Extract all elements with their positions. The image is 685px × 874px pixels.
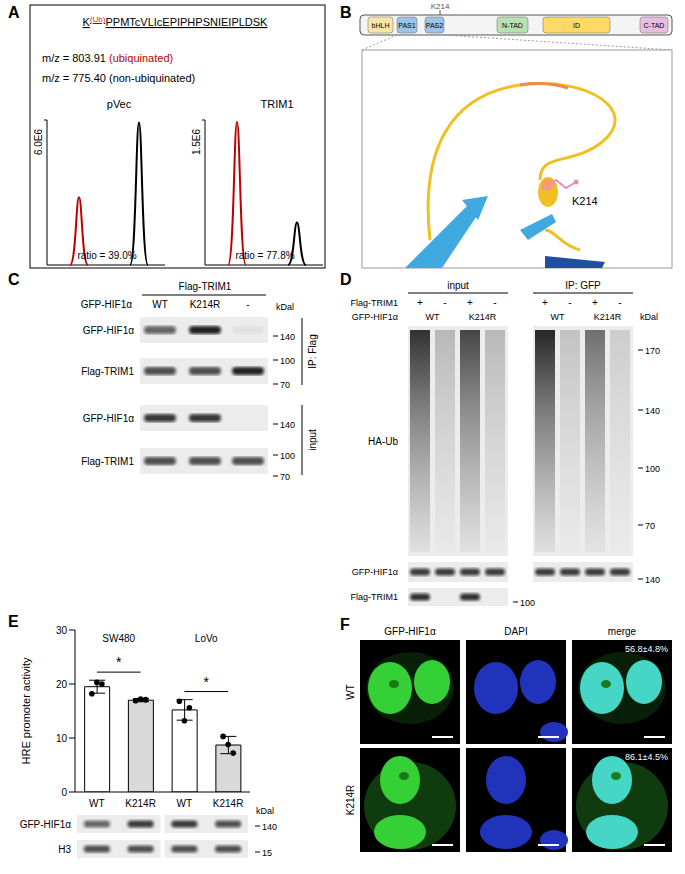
- svg-text:Flag-TRIM1: Flag-TRIM1: [350, 592, 398, 602]
- svg-text:100: 100: [280, 451, 295, 461]
- svg-text:kDal: kDal: [276, 302, 294, 312]
- svg-text:0: 0: [61, 787, 67, 798]
- svg-text:K214R: K214R: [125, 798, 156, 809]
- svg-text:-: -: [618, 297, 621, 308]
- svg-text:15: 15: [262, 848, 272, 858]
- svg-text:K(Ub)PPMTcVLIcEPIPHPSNIEIPLDSK: K(Ub)PPMTcVLIcEPIPHPSNIEIPLDSK: [83, 15, 269, 28]
- svg-text:K214R: K214R: [469, 312, 497, 322]
- svg-text:D: D: [340, 271, 352, 288]
- svg-text:A: A: [8, 4, 20, 21]
- svg-text:WT: WT: [551, 312, 565, 322]
- svg-text:N-TAD: N-TAD: [502, 22, 523, 29]
- svg-text:input: input: [307, 429, 318, 451]
- svg-text:E: E: [8, 613, 19, 630]
- svg-text:GFP-HIF1α: GFP-HIF1α: [83, 413, 135, 424]
- svg-text:HA-Ub: HA-Ub: [368, 436, 398, 447]
- svg-text:K214: K214: [431, 2, 450, 11]
- svg-text:GFP-HIF1α: GFP-HIF1α: [384, 626, 436, 637]
- svg-text:C-TAD: C-TAD: [644, 22, 665, 29]
- svg-text:ID: ID: [573, 22, 580, 29]
- svg-text:ratio = 39.0%: ratio = 39.0%: [77, 250, 136, 261]
- svg-text:140: 140: [280, 332, 295, 342]
- svg-text:K214R: K214R: [213, 798, 244, 809]
- svg-text:100: 100: [520, 598, 535, 608]
- svg-text:Flag-TRIM1: Flag-TRIM1: [81, 366, 134, 377]
- svg-text:input: input: [447, 280, 469, 291]
- svg-text:*: *: [204, 674, 210, 690]
- svg-text:ratio = 77.8%: ratio = 77.8%: [235, 250, 294, 261]
- svg-text:K214: K214: [572, 195, 598, 207]
- svg-text:H3: H3: [58, 844, 71, 855]
- svg-text:56.8±4.8%: 56.8±4.8%: [625, 644, 668, 654]
- svg-text:m/z = 803.91 (ubiquinated): m/z = 803.91 (ubiquinated): [42, 52, 173, 64]
- svg-text:merge: merge: [608, 626, 637, 637]
- svg-text:LoVo: LoVo: [195, 633, 218, 644]
- svg-text:140: 140: [280, 420, 295, 430]
- svg-text:70: 70: [645, 521, 655, 531]
- svg-text:K214R: K214R: [594, 312, 622, 322]
- svg-text:-: -: [443, 297, 446, 308]
- svg-text:WT: WT: [177, 798, 193, 809]
- svg-text:+: +: [592, 297, 598, 308]
- svg-text:WT: WT: [345, 684, 356, 700]
- svg-text:WT: WT: [426, 312, 440, 322]
- svg-text:*: *: [116, 654, 122, 670]
- svg-text:TRIM1: TRIM1: [261, 98, 294, 110]
- svg-text:30: 30: [56, 625, 68, 636]
- svg-text:GFP-HIF1α: GFP-HIF1α: [20, 819, 72, 830]
- svg-text:Flag-TRIM1: Flag-TRIM1: [350, 298, 398, 308]
- svg-text:86.1±4.5%: 86.1±4.5%: [625, 752, 668, 762]
- svg-text:140: 140: [645, 406, 660, 416]
- svg-text:WT: WT: [152, 299, 168, 310]
- svg-text:1.5E6: 1.5E6: [191, 128, 202, 155]
- svg-text:kDal: kDal: [256, 806, 274, 816]
- svg-text:WT: WT: [89, 798, 105, 809]
- svg-text:B: B: [340, 4, 352, 21]
- svg-text:140: 140: [262, 822, 277, 832]
- svg-text:kDal: kDal: [640, 312, 658, 322]
- svg-text:70: 70: [280, 380, 290, 390]
- svg-text:PAS2: PAS2: [426, 22, 443, 29]
- svg-text:DAPI: DAPI: [504, 626, 527, 637]
- svg-text:-: -: [493, 297, 496, 308]
- svg-text:m/z = 775.40 (non-ubiquinated): m/z = 775.40 (non-ubiquinated): [42, 72, 195, 84]
- svg-text:+: +: [542, 297, 548, 308]
- svg-text:6.0E6: 6.0E6: [33, 128, 44, 155]
- svg-text:GFP-HIF1α: GFP-HIF1α: [83, 325, 135, 336]
- svg-text:Flag-TRIM1: Flag-TRIM1: [179, 281, 232, 292]
- svg-text:SW480: SW480: [102, 633, 135, 644]
- svg-text:100: 100: [280, 356, 295, 366]
- svg-text:K214R: K214R: [345, 785, 356, 816]
- svg-text:IP: Flag: IP: Flag: [307, 334, 318, 368]
- svg-text:C: C: [8, 271, 20, 288]
- svg-text:100: 100: [645, 464, 660, 474]
- svg-text:-: -: [246, 299, 249, 310]
- svg-text:GFP-HIF1α: GFP-HIF1α: [81, 299, 133, 310]
- svg-text:10: 10: [56, 733, 68, 744]
- svg-text:K214R: K214R: [190, 299, 221, 310]
- svg-text:GFP-HIF1α: GFP-HIF1α: [352, 567, 398, 577]
- svg-text:PAS1: PAS1: [398, 22, 415, 29]
- svg-text:70: 70: [280, 472, 290, 482]
- svg-text:IP: GFP: IP: GFP: [565, 280, 601, 291]
- svg-text:bHLH: bHLH: [372, 22, 390, 29]
- svg-text:HRE promoter activity: HRE promoter activity: [20, 657, 32, 764]
- svg-text:GFP-HIF1α: GFP-HIF1α: [352, 312, 398, 322]
- svg-text:Flag-TRIM1: Flag-TRIM1: [81, 456, 134, 467]
- svg-text:F: F: [340, 616, 350, 633]
- svg-text:20: 20: [56, 679, 68, 690]
- svg-text:pVec: pVec: [107, 98, 132, 110]
- svg-text:140: 140: [645, 575, 660, 585]
- svg-text:-: -: [568, 297, 571, 308]
- svg-text:+: +: [417, 297, 423, 308]
- svg-text:170: 170: [645, 346, 660, 356]
- svg-text:+: +: [467, 297, 473, 308]
